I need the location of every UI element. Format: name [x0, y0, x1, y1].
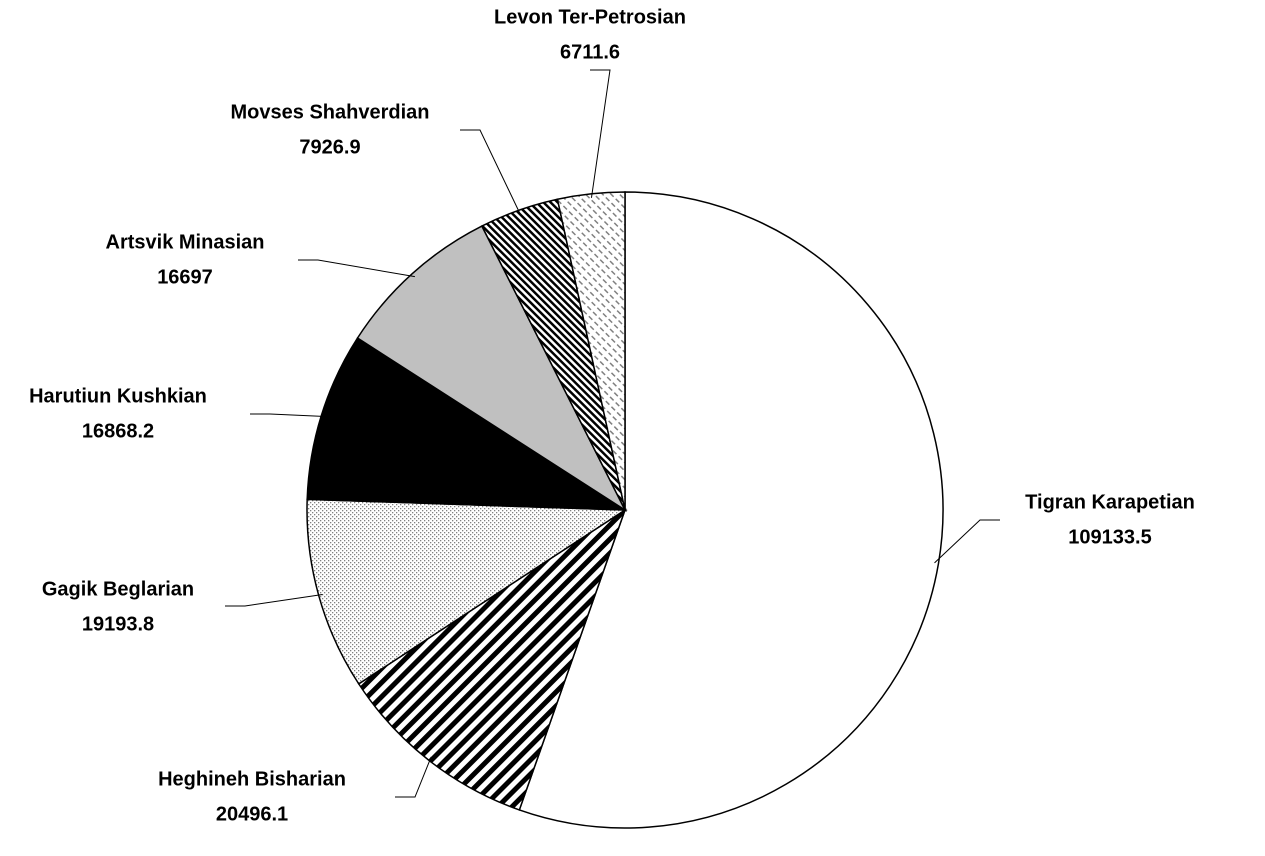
- leader-line: [225, 594, 323, 607]
- category-label: Tigran Karapetian: [1025, 491, 1195, 513]
- category-label: Gagik Beglarian: [42, 578, 194, 600]
- leader-line: [460, 129, 521, 215]
- leader-line: [395, 756, 432, 798]
- value-label: 20496.1: [216, 803, 288, 825]
- value-label: 16868.2: [82, 420, 154, 442]
- value-label: 16697: [157, 266, 213, 288]
- leader-line: [250, 413, 326, 417]
- pie-slice: [556, 191, 626, 511]
- category-label: Movses Shahverdian: [231, 101, 430, 123]
- value-label: 7926.9: [299, 136, 360, 158]
- category-label: Heghineh Bisharian: [158, 768, 346, 790]
- leader-line: [934, 519, 1000, 564]
- value-label: 109133.5: [1068, 526, 1151, 548]
- pie-slice: [306, 336, 628, 511]
- pie-slice: [357, 508, 627, 811]
- category-label: Harutiun Kushkian: [29, 385, 207, 407]
- value-label: 6711.6: [560, 41, 620, 63]
- pie-slice: [356, 225, 627, 513]
- leader-line: [590, 69, 611, 198]
- category-label: Levon Ter-Petrosian: [494, 6, 686, 28]
- category-label: Artsvik Minasian: [106, 231, 265, 253]
- value-label: 19193.8: [82, 613, 154, 635]
- leader-line: [298, 259, 415, 278]
